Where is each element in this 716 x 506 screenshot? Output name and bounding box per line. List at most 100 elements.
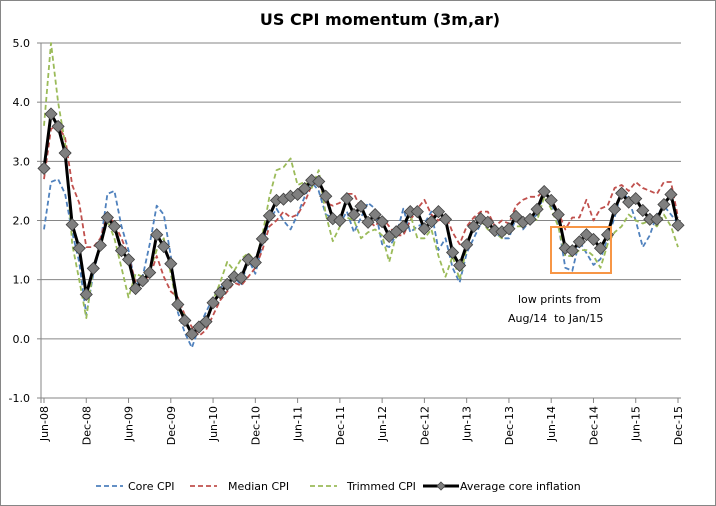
data-point bbox=[291, 187, 305, 202]
data-point bbox=[354, 199, 368, 213]
data-point bbox=[657, 197, 671, 212]
data-point bbox=[93, 238, 107, 252]
series-core-cpi bbox=[43, 178, 679, 349]
x-tick-label: Jun-09 bbox=[123, 406, 136, 442]
series-average-core-inflation bbox=[37, 107, 685, 341]
data-point bbox=[178, 313, 192, 328]
legend-item: Core CPI bbox=[96, 480, 175, 493]
data-point bbox=[248, 255, 262, 270]
data-point bbox=[157, 239, 171, 254]
data-point bbox=[544, 193, 558, 207]
data-point bbox=[206, 296, 220, 310]
data-point bbox=[502, 222, 516, 236]
legend-item: Median CPI bbox=[190, 480, 289, 493]
data-point bbox=[44, 107, 58, 121]
annotation: low prints from Aug/14 to Jan/15 bbox=[508, 226, 612, 325]
y-tick-label: 2.0 bbox=[13, 215, 31, 228]
data-point bbox=[114, 244, 129, 258]
data-point bbox=[671, 218, 685, 232]
y-tick-label: 5.0 bbox=[13, 37, 31, 50]
x-tick-label: Jun-15 bbox=[630, 406, 643, 442]
x-tick-label: Dec-09 bbox=[165, 406, 178, 445]
x-tick-label: Dec-08 bbox=[80, 406, 93, 445]
legend-label: Core CPI bbox=[128, 480, 175, 493]
annotation-box bbox=[550, 226, 612, 274]
data-point bbox=[396, 219, 410, 233]
data-point bbox=[333, 213, 347, 228]
data-point bbox=[65, 218, 79, 232]
data-point bbox=[608, 202, 622, 216]
series-trimmed-cpi bbox=[43, 42, 679, 337]
data-point bbox=[319, 189, 333, 203]
data-point bbox=[100, 210, 114, 225]
data-point bbox=[410, 205, 424, 219]
x-tick-label: Jun-12 bbox=[376, 406, 389, 442]
x-tick-label: Jun-11 bbox=[292, 406, 305, 442]
series-line-core-cpi bbox=[43, 178, 679, 349]
data-point bbox=[586, 232, 601, 246]
data-point bbox=[220, 277, 234, 291]
legend: Core CPI Median CPI Trimmed CPI Average cor… bbox=[96, 480, 581, 493]
legend-label: Trimmed CPI bbox=[346, 480, 416, 493]
data-point bbox=[368, 208, 382, 222]
data-point bbox=[347, 208, 361, 222]
annotation-line-2: Aug/14 to Jan/15 bbox=[508, 312, 603, 325]
data-point bbox=[143, 266, 157, 280]
data-point bbox=[593, 241, 608, 255]
x-axis: Jun-08 Dec-08 Jun-09 Dec-09 Jun-10 Dec-10 Jun-… bbox=[38, 398, 685, 445]
data-point bbox=[164, 257, 178, 271]
x-tick-label: Dec-12 bbox=[418, 406, 431, 445]
data-point bbox=[375, 215, 389, 229]
y-tick-label: 0.0 bbox=[13, 333, 31, 346]
x-tick-label: Dec-10 bbox=[249, 406, 262, 445]
data-point bbox=[255, 232, 269, 246]
data-point bbox=[312, 174, 326, 189]
data-point bbox=[213, 286, 227, 300]
data-point bbox=[150, 228, 164, 242]
data-point bbox=[664, 187, 678, 202]
data-point bbox=[615, 186, 629, 200]
data-point bbox=[72, 241, 86, 255]
legend-item: Trimmed CPI bbox=[310, 480, 416, 493]
data-point bbox=[340, 192, 354, 206]
data-point bbox=[58, 146, 72, 160]
x-tick-label: Dec-14 bbox=[587, 406, 600, 445]
x-tick-label: Jun-13 bbox=[461, 406, 474, 442]
y-tick-label: 1.0 bbox=[13, 274, 31, 287]
y-tick-label: 3.0 bbox=[13, 155, 31, 168]
data-point bbox=[629, 192, 643, 206]
legend-item: Average core inflation bbox=[423, 480, 581, 493]
data-point bbox=[460, 238, 474, 252]
data-point bbox=[107, 219, 122, 233]
data-point bbox=[438, 212, 453, 226]
data-point bbox=[523, 212, 537, 226]
data-point bbox=[199, 315, 213, 329]
chart-title: US CPI momentum (3m,ar) bbox=[260, 10, 500, 29]
series-line-trimmed-cpi bbox=[43, 42, 679, 337]
x-tick-label: Dec-11 bbox=[334, 406, 347, 445]
data-point bbox=[361, 215, 375, 229]
data-point bbox=[298, 181, 312, 196]
data-point bbox=[171, 297, 185, 312]
y-tick-label: 4.0 bbox=[13, 96, 31, 109]
data-point bbox=[565, 244, 579, 258]
data-point bbox=[79, 287, 93, 302]
data-point bbox=[467, 219, 481, 233]
x-tick-label: Jun-10 bbox=[207, 406, 220, 442]
data-point bbox=[234, 271, 248, 285]
x-tick-label: Jun-08 bbox=[38, 406, 51, 442]
y-tick-label: -1.0 bbox=[9, 392, 30, 405]
data-point bbox=[650, 212, 664, 226]
data-point bbox=[185, 327, 199, 341]
data-point bbox=[453, 258, 467, 273]
x-tick-label: Jun-14 bbox=[545, 406, 558, 442]
data-point bbox=[446, 245, 460, 260]
data-point bbox=[136, 274, 150, 288]
data-point bbox=[129, 281, 143, 296]
data-point bbox=[51, 119, 65, 133]
series-group bbox=[37, 42, 685, 349]
x-tick-label: Dec-15 bbox=[672, 406, 685, 445]
data-point bbox=[572, 235, 586, 249]
x-tick-label: Dec-13 bbox=[503, 406, 516, 445]
